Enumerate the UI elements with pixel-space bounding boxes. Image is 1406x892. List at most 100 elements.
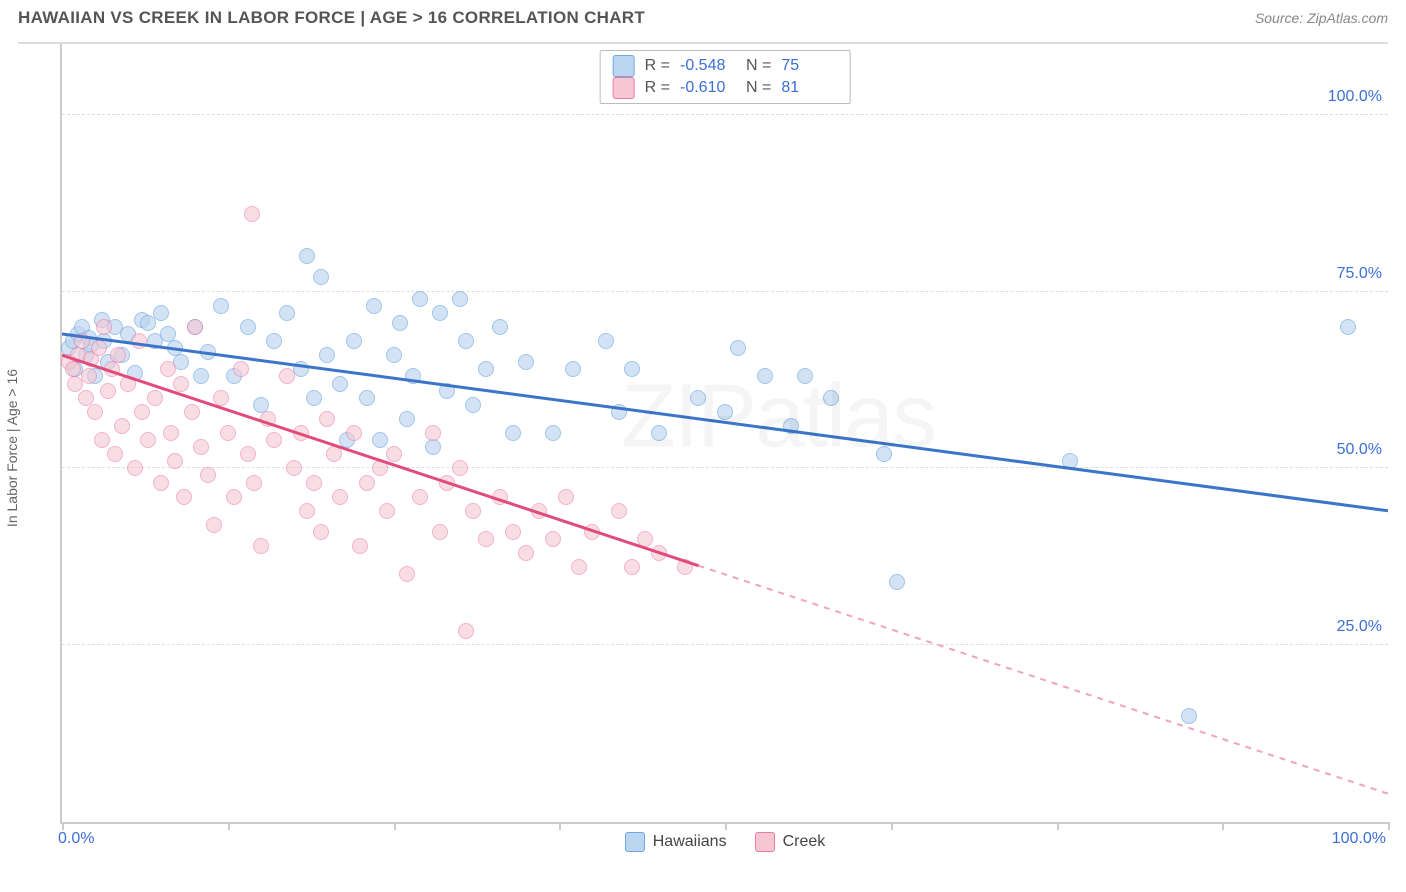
data-point <box>319 347 335 363</box>
data-point <box>163 425 179 441</box>
data-point <box>193 368 209 384</box>
data-point <box>598 333 614 349</box>
data-point <box>425 425 441 441</box>
data-point <box>505 524 521 540</box>
legend-n-label: N = <box>746 79 771 97</box>
data-point <box>405 368 421 384</box>
x-tick <box>394 822 396 830</box>
data-point <box>412 489 428 505</box>
data-point <box>313 524 329 540</box>
gridline <box>62 467 1388 468</box>
data-point <box>690 390 706 406</box>
legend-row: R =-0.548N =75 <box>613 55 838 77</box>
x-tick <box>559 822 561 830</box>
data-point <box>313 269 329 285</box>
y-axis-label: In Labor Force | Age > 16 <box>4 369 20 527</box>
data-point <box>299 248 315 264</box>
data-point <box>677 559 693 575</box>
data-point <box>531 503 547 519</box>
data-point <box>465 397 481 413</box>
data-point <box>359 390 375 406</box>
plot-area: ZIPatlas R =-0.548N =75R =-0.610N =81 Ha… <box>60 44 1388 824</box>
legend-n-value: 75 <box>781 57 837 75</box>
data-point <box>286 460 302 476</box>
data-point <box>624 361 640 377</box>
data-point <box>565 361 581 377</box>
data-point <box>399 411 415 427</box>
data-point <box>458 623 474 639</box>
data-point <box>120 376 136 392</box>
data-point <box>545 425 561 441</box>
data-point <box>299 503 315 519</box>
data-point <box>558 489 574 505</box>
data-point <box>240 446 256 462</box>
correlation-legend: R =-0.548N =75R =-0.610N =81 <box>600 50 851 104</box>
x-tick <box>725 822 727 830</box>
data-point <box>226 489 242 505</box>
gridline <box>62 114 1388 115</box>
data-point <box>651 425 667 441</box>
data-point <box>306 475 322 491</box>
x-tick <box>228 822 230 830</box>
data-point <box>114 418 130 434</box>
data-point <box>465 503 481 519</box>
chart-container: In Labor Force | Age > 16 ZIPatlas R =-0… <box>18 42 1388 852</box>
data-point <box>96 319 112 335</box>
data-point <box>246 475 262 491</box>
series-name: Creek <box>783 833 826 851</box>
data-point <box>140 432 156 448</box>
data-point <box>492 319 508 335</box>
y-tick-label: 75.0% <box>1337 265 1382 283</box>
data-point <box>110 347 126 363</box>
data-point <box>326 446 342 462</box>
chart-title: HAWAIIAN VS CREEK IN LABOR FORCE | AGE >… <box>18 8 645 28</box>
data-point <box>81 368 97 384</box>
data-point <box>637 531 653 547</box>
legend-r-value: -0.610 <box>680 79 736 97</box>
data-point <box>244 206 260 222</box>
data-point <box>147 390 163 406</box>
data-point <box>176 489 192 505</box>
legend-r-label: R = <box>645 57 670 75</box>
data-point <box>571 559 587 575</box>
data-point <box>1062 453 1078 469</box>
x-tick <box>1057 822 1059 830</box>
data-point <box>131 333 147 349</box>
data-point <box>253 538 269 554</box>
data-point <box>386 446 402 462</box>
data-point <box>1340 319 1356 335</box>
data-point <box>452 291 468 307</box>
data-point <box>730 340 746 356</box>
legend-swatch <box>613 55 635 77</box>
data-point <box>518 354 534 370</box>
data-point <box>319 411 335 427</box>
series-legend-item: Creek <box>755 832 826 852</box>
data-point <box>260 411 276 427</box>
y-tick-label: 50.0% <box>1337 441 1382 459</box>
x-tick <box>1388 822 1390 830</box>
data-point <box>505 425 521 441</box>
data-point <box>439 475 455 491</box>
data-point <box>134 404 150 420</box>
source-attribution: Source: ZipAtlas.com <box>1255 10 1388 26</box>
x-tick <box>891 822 893 830</box>
data-point <box>392 315 408 331</box>
data-point <box>266 432 282 448</box>
data-point <box>187 319 203 335</box>
trend-lines <box>62 44 1388 822</box>
data-point <box>332 376 348 392</box>
data-point <box>306 390 322 406</box>
data-point <box>889 574 905 590</box>
data-point <box>107 446 123 462</box>
data-point <box>153 305 169 321</box>
data-point <box>545 531 561 547</box>
data-point <box>651 545 667 561</box>
data-point <box>366 298 382 314</box>
data-point <box>100 383 116 399</box>
data-point <box>332 489 348 505</box>
data-point <box>127 460 143 476</box>
data-point <box>94 432 110 448</box>
data-point <box>432 305 448 321</box>
legend-n-label: N = <box>746 57 771 75</box>
data-point <box>140 315 156 331</box>
